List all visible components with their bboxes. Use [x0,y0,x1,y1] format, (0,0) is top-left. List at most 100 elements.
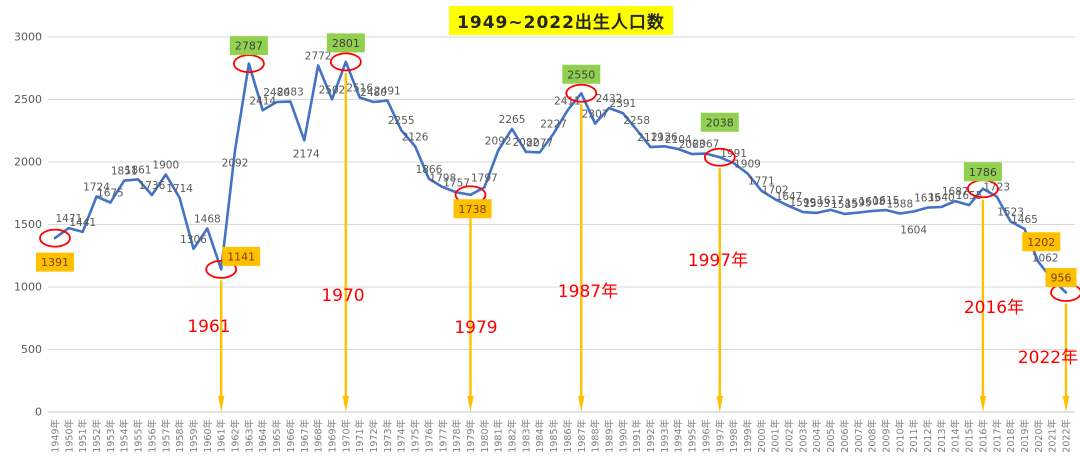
x-tick-label: 1987年 [576,419,588,453]
x-tick-label: 1958年 [174,419,186,453]
data-label: 1640 [928,192,955,204]
x-tick-label: 1986年 [562,419,574,453]
gridlines [48,36,1075,413]
highlight-box-label: 1202 [1027,236,1055,249]
x-tick-label: 1972年 [368,419,380,453]
highlight-box [700,112,739,132]
y-tick-label: 2000 [14,156,42,169]
year-tag-label: 1961 [187,317,230,337]
highlight-box [36,252,74,272]
arrow-head-icon [467,396,474,412]
data-label: 1736 [139,180,166,192]
highlight-box-label: 1786 [969,166,997,179]
arrow-head-icon [342,396,350,412]
x-tick-label: 2019年 [1019,419,1031,453]
data-label: 1306 [180,234,207,246]
data-label: 1866 [416,164,443,176]
highlight-box-label: 1738 [458,203,486,216]
data-label: 2265 [499,114,526,126]
highlight-box [963,162,1002,182]
data-label: 1702 [762,184,789,196]
data-label: 1909 [734,158,761,170]
x-tick-label: 2015年 [964,419,976,453]
data-label: 2077 [526,137,553,149]
data-label: 1714 [166,183,193,195]
arrow-head-icon [217,396,225,412]
circle-annotations [39,52,1080,302]
x-tick-label: 1957年 [160,419,172,453]
x-tick-label: 1990年 [617,419,629,453]
x-tick-label: 2004年 [811,419,823,453]
year-tag-label: 1987年 [558,282,618,302]
x-tick-label: 1996年 [700,419,712,453]
x-tick-label: 2014年 [950,419,962,453]
data-label: 2174 [293,148,320,160]
x-tick-label: 1960年 [202,419,214,453]
highlight-box-label: 2038 [706,116,734,129]
data-label: 1062 [1032,252,1059,264]
x-tick-label: 2020年 [1033,419,1045,453]
data-label: 1647 [776,191,803,203]
x-tick-label: 1981年 [493,419,505,453]
chart-title: 1949~2022出生人口数 [449,6,673,35]
data-label: 1441 [69,217,96,229]
data-label: 2126 [402,131,429,143]
highlight-box [326,33,365,53]
data-label: 2104 [665,134,692,146]
x-tick-label: 2016年 [977,419,989,453]
x-tick-label: 2013年 [936,419,948,453]
highlight-box [453,199,492,219]
data-label: 1468 [194,214,221,226]
x-tick-label: 1964年 [257,419,269,453]
highlight-box-label: 2550 [567,68,595,81]
x-tick-label: 1989年 [603,419,615,453]
highlight-circle-icon [39,228,71,248]
data-label: 2258 [623,115,650,127]
x-tick-label: 1963年 [243,419,255,453]
x-tick-label: 2002年 [784,419,796,453]
data-label: 2063 [679,139,706,151]
x-tick-label: 1962年 [230,419,242,453]
x-tick-label: 1979年 [465,419,477,453]
x-tick-label: 1980年 [479,419,491,453]
highlight-box-label: 1141 [227,250,255,263]
highlight-box-label: 2787 [235,40,263,53]
data-label: 2772 [305,51,332,63]
year-tag-label: 1979 [454,318,497,338]
data-label: 1655 [956,190,983,202]
arrow-head-icon [716,396,723,412]
x-tick-label: 2009年 [880,419,892,453]
data-label: 2092 [485,136,512,148]
x-tick-label: 1970年 [340,419,352,453]
highlight-box [229,36,268,56]
data-label: 2307 [582,109,609,121]
x-tick-label: 1988年 [590,419,602,453]
x-tick-label: 2001年 [770,419,782,453]
data-label: 2126 [651,131,678,143]
data-label: 1595 [845,198,872,210]
x-tick-label: 2007年 [853,419,865,453]
highlight-boxes: 1391 1141 2787 2801 1738 2550 2038 1786 1202 956 [36,33,1077,287]
x-tick-label: 1950年 [63,419,75,453]
x-tick-label: 1951年 [77,419,89,453]
x-tick-label: 1976年 [423,419,435,453]
data-label: 2480 [360,87,387,99]
highlight-circle-icon [329,52,362,72]
data-label: 1523 [997,207,1024,219]
data-label: 1900 [152,160,179,172]
x-tick-label: 2012年 [922,419,934,453]
data-label: 2432 [596,93,623,105]
y-axis-labels: 0 500 1000 1500 2000 2500 3000 [14,31,42,419]
x-tick-label: 1961年 [216,419,228,453]
data-label: 1615 [873,195,900,207]
x-tick-label: 1985年 [548,419,560,453]
y-tick-label: 500 [21,343,42,356]
x-tick-label: 1973年 [382,419,394,453]
x-tick-label: 1967年 [299,419,311,453]
x-axis-labels: 1949年 1950年 1951年 1952年 1953年 1954年 1955年 1956年… [50,419,1073,453]
x-tick-label: 2005年 [825,419,837,453]
data-label: 2483 [277,87,304,99]
highlight-circle-icon [205,259,238,279]
x-tick-label: 1969年 [326,419,338,453]
